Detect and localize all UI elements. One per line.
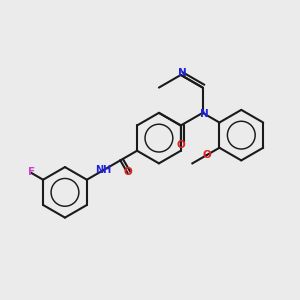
Text: O: O bbox=[202, 150, 211, 160]
Text: O: O bbox=[123, 167, 132, 177]
Text: N: N bbox=[178, 68, 187, 79]
Text: F: F bbox=[28, 167, 35, 176]
Text: O: O bbox=[176, 140, 185, 150]
Text: NH: NH bbox=[95, 165, 111, 175]
Text: N: N bbox=[200, 109, 208, 119]
